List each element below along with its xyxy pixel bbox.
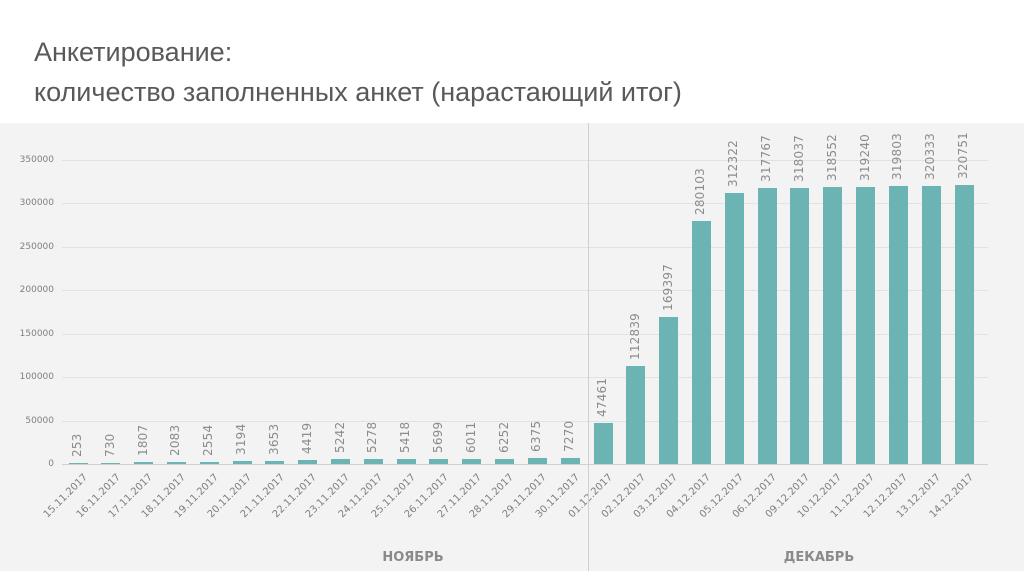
y-tick-label: 0 xyxy=(48,459,54,469)
bar xyxy=(298,460,318,464)
data-label: 320751 xyxy=(956,132,970,180)
bar xyxy=(462,458,482,464)
bar xyxy=(396,459,416,464)
data-label: 312322 xyxy=(726,139,741,187)
data-label: 5242 xyxy=(332,422,347,454)
y-tick-label: 350000 xyxy=(19,155,54,165)
data-label: 5278 xyxy=(365,422,380,454)
bar xyxy=(659,316,679,464)
gridline xyxy=(62,420,988,422)
gridline xyxy=(62,464,988,465)
bar xyxy=(429,459,449,464)
data-label: 317767 xyxy=(759,134,774,182)
chart-background xyxy=(0,123,1024,571)
month-label-november: НОЯБРЬ xyxy=(382,550,444,565)
bar xyxy=(888,186,908,464)
data-label: 3194 xyxy=(234,423,249,456)
bar xyxy=(495,458,515,464)
y-tick-label: 200000 xyxy=(19,285,54,296)
data-label: 318037 xyxy=(791,134,806,182)
gridline xyxy=(62,203,988,205)
bar xyxy=(166,462,186,464)
data-label: 319240 xyxy=(857,133,872,181)
data-label: 5699 xyxy=(430,421,445,454)
data-label: 280103 xyxy=(693,167,708,215)
data-label: 2083 xyxy=(168,424,183,457)
bar xyxy=(626,365,646,464)
y-tick-label: 250000 xyxy=(19,241,54,252)
gridline xyxy=(62,333,988,335)
title-line-2: количество заполненных анкет (нарастающи… xyxy=(34,77,682,107)
data-label: 5418 xyxy=(398,421,413,454)
bar xyxy=(757,187,777,464)
y-tick-label: 300000 xyxy=(19,198,54,209)
data-label: 320333 xyxy=(923,132,938,180)
y-tick-label: 50000 xyxy=(25,415,54,426)
bar xyxy=(724,192,744,464)
data-label: 6011 xyxy=(463,421,478,453)
bar xyxy=(560,457,580,464)
bar xyxy=(921,185,941,464)
data-label: 730 xyxy=(102,433,117,457)
bar xyxy=(232,461,252,464)
bar xyxy=(593,422,613,464)
data-label: 319803 xyxy=(890,133,905,181)
data-label: 47461 xyxy=(595,377,610,417)
bar xyxy=(363,459,383,464)
title-line-1: Анкетирование: xyxy=(34,37,233,67)
bar xyxy=(691,220,711,464)
bar xyxy=(199,461,219,464)
data-label: 6375 xyxy=(529,421,544,453)
data-label: 318552 xyxy=(824,134,839,182)
data-label: 6252 xyxy=(496,421,511,453)
gridline xyxy=(62,377,988,379)
data-label: 1807 xyxy=(135,425,150,457)
bar xyxy=(68,463,88,464)
month-label-december: ДЕКАБРЬ xyxy=(783,550,855,565)
data-label: 169397 xyxy=(660,263,675,311)
data-label: 112839 xyxy=(627,312,642,360)
bar xyxy=(790,187,810,464)
month-separator xyxy=(588,123,589,571)
gridline xyxy=(62,290,988,292)
gridline xyxy=(62,160,988,161)
slide-title: Анкетирование: количество заполненных ан… xyxy=(34,32,682,112)
bar xyxy=(527,458,547,464)
y-tick-label: 150000 xyxy=(19,328,54,339)
data-label: 2554 xyxy=(201,424,216,456)
y-tick-label: 100000 xyxy=(19,372,54,383)
bar xyxy=(954,185,974,464)
bar xyxy=(101,463,121,464)
data-label: 253 xyxy=(70,433,84,457)
bar xyxy=(823,187,843,464)
bar xyxy=(134,462,154,464)
bar xyxy=(265,460,285,464)
data-label: 4419 xyxy=(299,422,314,455)
data-label: 3653 xyxy=(266,423,281,455)
data-label: 7270 xyxy=(562,420,577,452)
bar xyxy=(856,186,876,464)
gridline xyxy=(62,246,988,248)
bar xyxy=(331,459,351,464)
